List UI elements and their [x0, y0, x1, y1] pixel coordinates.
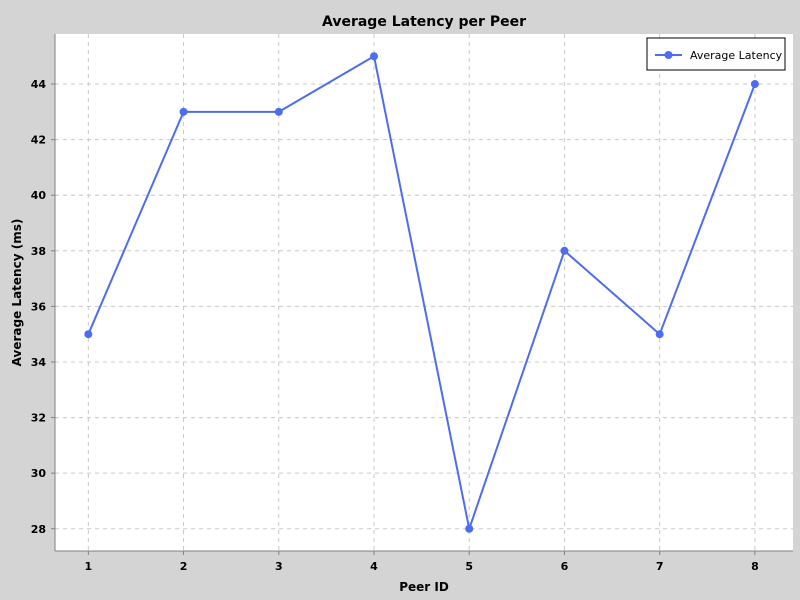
y-tick-label: 30 [31, 467, 47, 480]
legend: Average Latency [646, 37, 786, 71]
series-layer [84, 52, 759, 533]
y-tick-label: 42 [31, 134, 46, 147]
y-tick-label: 44 [31, 78, 47, 91]
y-tick-label: 32 [31, 412, 46, 425]
data-point [84, 330, 93, 339]
x-tick-label: 2 [180, 560, 188, 573]
y-tick-labels: 28 30 32 34 36 38 40 42 44 [31, 78, 55, 536]
chart-title: Average Latency per Peer [322, 14, 526, 30]
legend-label: Average Latency [690, 49, 783, 62]
y-tick-label: 28 [31, 523, 46, 536]
data-point [560, 246, 569, 255]
plot-area [55, 34, 793, 551]
x-tick-label: 6 [561, 560, 569, 573]
data-point [274, 107, 283, 116]
x-tick-label: 5 [465, 560, 473, 573]
data-point [465, 524, 474, 533]
series-line [87, 55, 756, 530]
y-tick-label: 36 [31, 300, 47, 313]
y-tick-label: 40 [31, 189, 47, 202]
data-point [655, 330, 664, 339]
x-tick-label: 8 [751, 560, 759, 573]
x-tick-label: 7 [656, 560, 664, 573]
x-tick-labels: 1 2 3 4 5 6 7 8 [85, 551, 759, 573]
x-axis-label: Peer ID [399, 580, 449, 594]
x-tick-label: 3 [275, 560, 283, 573]
x-tick-label: 1 [85, 560, 93, 573]
data-point [179, 107, 188, 116]
axes [54, 34, 793, 552]
gridlines [55, 34, 793, 551]
y-tick-label: 34 [31, 356, 47, 369]
legend-marker-swatch [664, 51, 673, 59]
x-tick-label: 4 [370, 560, 378, 573]
data-point [370, 52, 379, 61]
y-tick-label: 38 [31, 245, 46, 258]
y-axis-label: Average Latency (ms) [10, 219, 24, 367]
data-point [750, 80, 759, 89]
